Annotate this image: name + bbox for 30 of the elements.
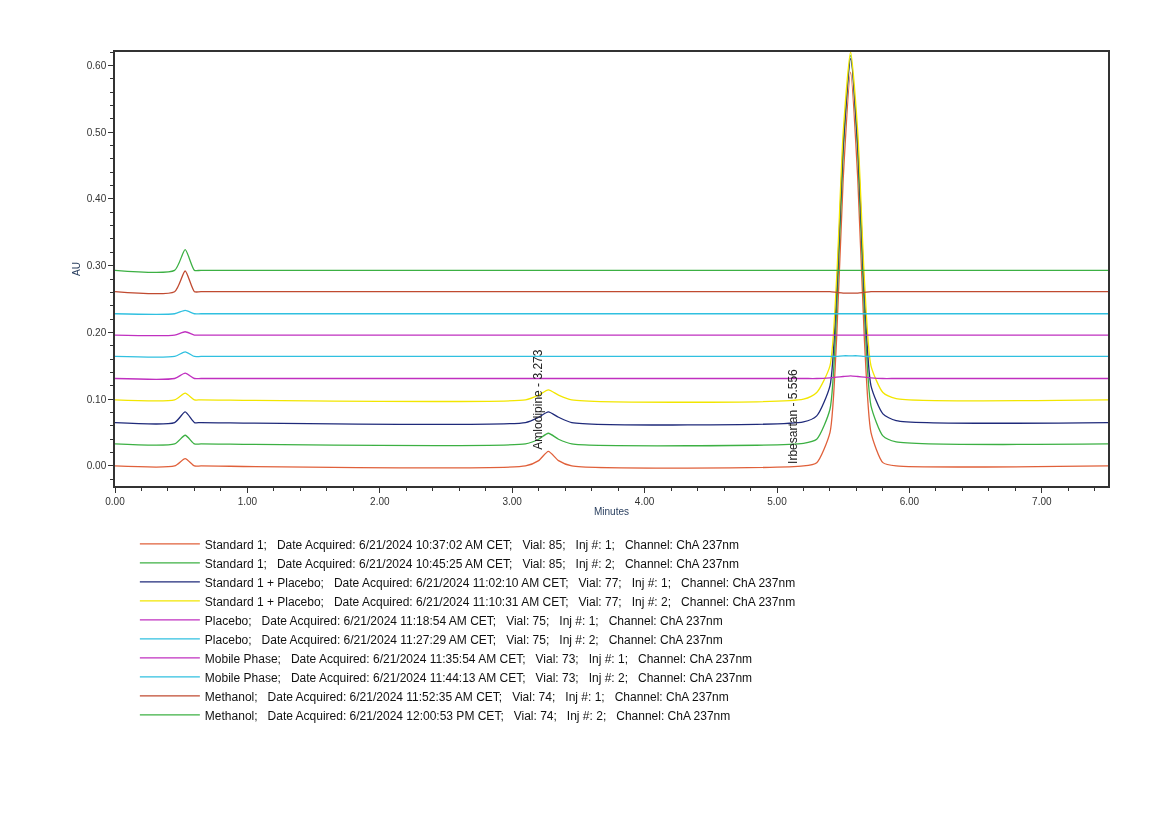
x-tick-label: 5.00 [767, 495, 788, 507]
legend-label: Standard 1 + Placebo; Date Acquired: 6/21/2024 11:02:10 AM CET; Vial: 77; Inj #: 1; Channel: ChA 237nm [204, 575, 796, 590]
y-tick-label: 0.10 [86, 393, 107, 405]
line-series [115, 270, 1108, 295]
x-axis-title: Minutes [593, 505, 630, 517]
x-tick-label: 2.00 [370, 495, 390, 507]
legend-label: Mobile Phase; Date Acquired: 6/21/2024 11:44:13 AM CET; Vial: 73; Inj #: 2; Channel: ChA 237nm [204, 670, 753, 685]
legend-label: Mobile Phase; Date Acquired: 6/21/2024 11:35:54 AM CET; Vial: 73; Inj #: 1; Channel: ChA 237nm [204, 651, 753, 666]
annotation: Irbesartan - 5.556 [786, 368, 801, 464]
x-tick-label: 1.00 [237, 495, 258, 507]
legend-label: Standard 1; Date Acquired: 6/21/2024 10:45:25 AM CET; Vial: 85; Inj #: 2; Channel: ChA 237nm [204, 556, 739, 571]
legend-label: Methanol; Date Acquired: 6/21/2024 12:00:53 PM CET; Vial: 74; Inj #: 2; Channel: ChA 237nm [204, 708, 731, 723]
y-tick-label: 0.20 [86, 326, 107, 338]
y-tick-label: 0.30 [86, 260, 107, 272]
legend-label: Standard 1; Date Acquired: 6/21/2024 10:37:02 AM CET; Vial: 85; Inj #: 1; Channel: ChA 237nm [204, 537, 739, 552]
legend-label: Placebo; Date Acquired: 6/21/2024 11:27:29 AM CET; Vial: 75; Inj #: 2; Channel: ChA 237nm [204, 632, 723, 647]
x-tick-label: 3.00 [502, 495, 523, 507]
x-tick-label: 4.00 [634, 495, 655, 507]
x-tick-label: 0.00 [105, 495, 126, 507]
y-tick-label: 0.60 [86, 59, 107, 71]
legend-label: Methanol; Date Acquired: 6/21/2024 11:52:35 AM CET; Vial: 74; Inj #: 1; Channel: ChA 237nm [204, 689, 729, 704]
x-tick-label: 6.00 [899, 495, 920, 507]
y-axis-title: AU [71, 262, 83, 276]
annotation: Amlodipine - 3.273 [531, 349, 546, 450]
legend-label: Standard 1 + Placebo; Date Acquired: 6/21/2024 11:10:31 AM CET; Vial: 77; Inj #: 2; Channel: ChA 237nm [204, 594, 796, 609]
y-tick-label: 0.40 [86, 193, 107, 205]
y-tick-label: 0.00 [86, 460, 107, 472]
legend-label: Placebo; Date Acquired: 6/21/2024 11:18:54 AM CET; Vial: 75; Inj #: 1; Channel: ChA 237nm [204, 613, 723, 628]
y-tick-label: 0.50 [86, 126, 107, 138]
x-tick-label: 7.00 [1032, 495, 1052, 507]
